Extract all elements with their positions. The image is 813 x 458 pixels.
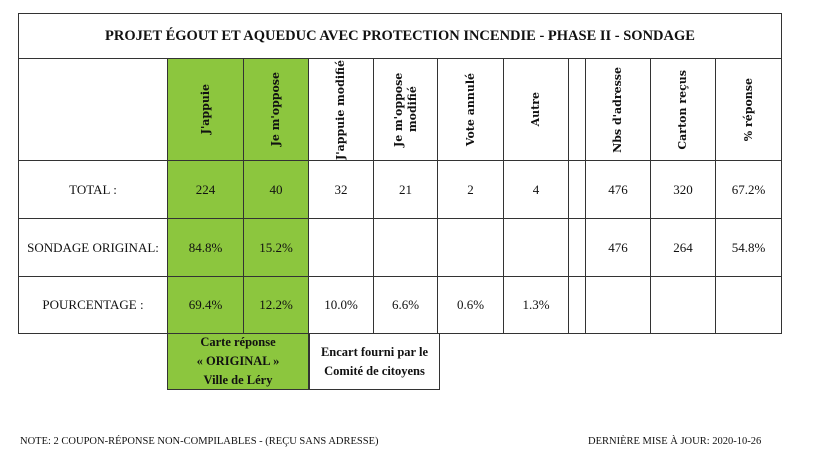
table-cell: 476: [585, 160, 651, 219]
table-cell: 1.3%: [503, 276, 569, 334]
table-cell: 40: [243, 160, 309, 219]
table-cell-text: 1.3%: [522, 297, 550, 312]
legend-line: Ville de Léry: [203, 373, 273, 387]
row-label: SONDAGE ORIGINAL:: [18, 218, 168, 277]
table-cell-text: 264: [673, 239, 693, 255]
table-cell: [308, 218, 374, 277]
table-cell-text: 21: [399, 181, 412, 197]
row-label: TOTAL :: [18, 160, 168, 219]
column-header-text: Carton reçus: [676, 69, 689, 150]
column-header: [568, 58, 586, 161]
column-header: J'appuie modifié: [308, 58, 374, 161]
legend-line: Comité de citoyens: [324, 363, 425, 378]
table-cell-text: 6.6%: [391, 297, 420, 312]
table-cell-text: 320: [673, 181, 693, 197]
column-header-text: Autre: [529, 92, 542, 127]
table-cell: [568, 218, 586, 277]
table-cell: [568, 160, 586, 219]
table-cell: 84.8%: [167, 218, 244, 277]
column-header: Je m'oppose: [243, 58, 309, 161]
table-cell: 15.2%: [243, 218, 309, 277]
table-cell: 4: [503, 160, 569, 219]
table-cell-text: 69.4%: [188, 297, 223, 312]
table-cell: 32: [308, 160, 374, 219]
table-cell: 476: [585, 218, 651, 277]
table-cell: 21: [373, 160, 438, 219]
legend-line: « ORIGINAL »: [196, 354, 280, 368]
table-cell: [650, 276, 716, 334]
table-cell: 6.6%: [373, 276, 438, 334]
column-header-text: Nbs d'adresse: [611, 66, 624, 153]
column-header: J'appuie: [167, 58, 244, 161]
table-cell: 10.0%: [308, 276, 374, 334]
table-cell-text: 2: [467, 181, 474, 197]
table-cell-text: 224: [195, 181, 216, 197]
table-cell-text: 476: [608, 239, 628, 255]
table-cell: 67.2%: [715, 160, 782, 219]
table-cell: [373, 218, 438, 277]
row-label-text: SONDAGE ORIGINAL:: [27, 239, 159, 255]
column-header-text: J'appuie: [198, 84, 212, 135]
legend-line: Carte réponse: [200, 335, 276, 349]
last-updated: DERNIÈRE MISE À JOUR: 2020-10-26: [588, 436, 762, 447]
legend-original: Carte réponse « ORIGINAL » Ville de Léry: [167, 333, 309, 390]
column-header: Autre: [503, 58, 569, 161]
row-label: POURCENTAGE :: [18, 276, 168, 334]
column-header-text: J'appuie modifié: [334, 59, 347, 160]
table-cell-text: 0.6%: [456, 297, 485, 312]
table-cell: 224: [167, 160, 244, 219]
legend-encart: Encart fourni par le Comité de citoyens: [309, 333, 440, 390]
table-cell-text: 54.8%: [731, 239, 766, 255]
table-title: PROJET ÉGOUT ET AQUEDUC AVEC PROTECTION …: [18, 13, 782, 59]
table-cell-text: 84.8%: [188, 239, 223, 255]
table-cell: 264: [650, 218, 716, 277]
note: NOTE: 2 COUPON-RÉPONSE NON-COMPILABLES -…: [20, 436, 379, 447]
table-cell-text: 32: [334, 181, 348, 197]
column-header: Carton reçus: [650, 58, 716, 161]
column-header-text: Je m'oppose: [269, 72, 282, 147]
table-cell: 12.2%: [243, 276, 309, 334]
column-header-text: % réponse: [741, 77, 755, 142]
column-header-text: Je m'oppose modifié: [391, 72, 419, 147]
table-cell-text: 476: [608, 181, 628, 197]
table-cell: [437, 218, 504, 277]
row-label-text: POURCENTAGE :: [42, 297, 144, 312]
table-cell: 320: [650, 160, 716, 219]
table-cell-text: 15.2%: [259, 239, 293, 255]
column-header: Vote annulé: [437, 58, 504, 161]
row-label-text: TOTAL :: [69, 181, 117, 197]
column-header: Nbs d'adresse: [585, 58, 651, 161]
column-header-text: Vote annulé: [463, 72, 477, 147]
table-cell: 54.8%: [715, 218, 782, 277]
table-cell: 0.6%: [437, 276, 504, 334]
table-cell-text: 40: [269, 181, 283, 197]
table-cell: 69.4%: [167, 276, 244, 334]
table-cell: 2: [437, 160, 504, 219]
table-cell-text: 12.2%: [259, 297, 293, 312]
table-cell-text: 67.2%: [731, 181, 766, 197]
table-cell: [715, 276, 782, 334]
column-header: % réponse: [715, 58, 782, 161]
table-cell: [585, 276, 651, 334]
header-blank: [18, 58, 168, 161]
table-cell-text: 4: [532, 181, 540, 197]
table-cell: [503, 218, 569, 277]
column-header: Je m'oppose modifié: [373, 58, 438, 161]
legend-line: Encart fourni par le: [320, 344, 429, 359]
table-cell-text: 10.0%: [324, 297, 358, 312]
table-cell: [568, 276, 586, 334]
